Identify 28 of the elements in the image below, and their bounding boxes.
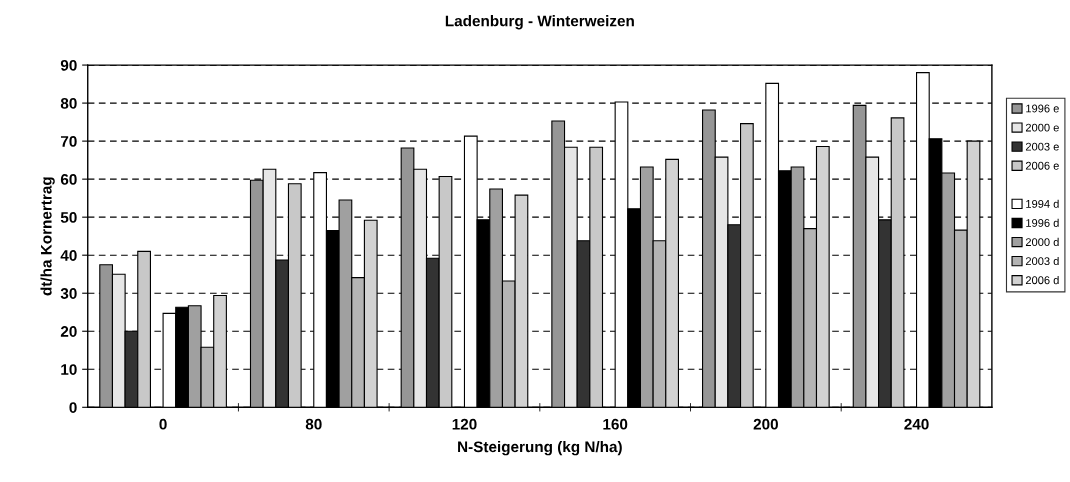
legend-label: 2006 e [1025, 161, 1059, 170]
y-tick-label: 0 [69, 402, 77, 413]
x-tick-label: 0 [159, 418, 167, 430]
x-tick-label: 160 [603, 418, 628, 430]
y-tick-label: 60 [60, 174, 77, 185]
legend-label: 2000 d [1025, 237, 1059, 246]
y-tick-label: 30 [60, 288, 77, 299]
legend-label: 1996 d [1026, 218, 1059, 227]
y-tick-label: 10 [61, 364, 77, 375]
y-axis-title: dt/ha Kornertrag [40, 177, 55, 296]
x-tick-label: 200 [753, 418, 778, 430]
chart-title: Ladenburg - Winterweizen [445, 15, 634, 30]
legend-label: 2000 e [1025, 123, 1059, 132]
legend-label: 2003 d [1025, 256, 1059, 266]
x-axis-title: N-Steigerung (kg N/ha) [458, 440, 622, 456]
legend-label: 2006 d [1025, 276, 1059, 285]
x-tick-label: 120 [452, 418, 477, 430]
y-tick-label: 90 [60, 59, 77, 71]
legend-label: 1994 d [1026, 199, 1059, 208]
y-tick-label: 40 [60, 250, 77, 261]
y-tick-label: 50 [60, 212, 77, 223]
legend-label: 2003 e [1025, 142, 1059, 151]
y-tick-label: 70 [60, 135, 77, 147]
x-tick-label: 80 [305, 418, 322, 430]
legend-label: 1996 e [1026, 104, 1059, 113]
x-tick-label: 240 [904, 418, 929, 430]
y-tick-label: 20 [60, 326, 77, 337]
y-tick-label: 80 [60, 97, 77, 109]
